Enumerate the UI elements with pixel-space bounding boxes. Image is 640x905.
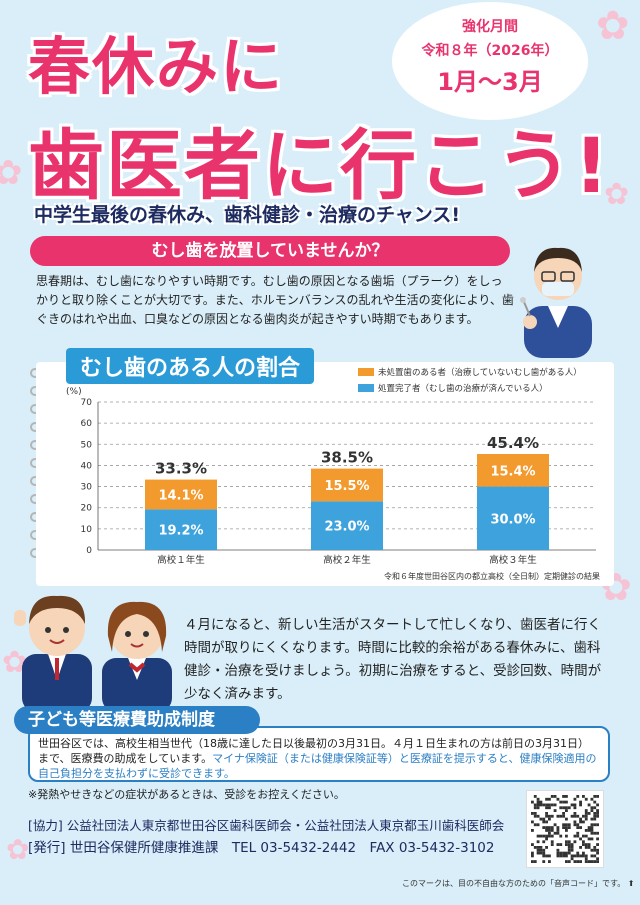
- section1-body: 思春期は、むし歯になりやすい時期です。むし歯の原因となる歯垢（プラーク）をしっか…: [36, 274, 514, 326]
- y-tick-label: 20: [81, 504, 93, 514]
- bar-treated: [477, 486, 549, 550]
- cherry-blossom-icon: ✿: [596, 3, 630, 49]
- y-tick-label: 60: [81, 419, 93, 429]
- y-tick-label: 50: [81, 440, 93, 450]
- period-badge: 強化月間 令和８年（2026年） 1月〜3月: [392, 2, 588, 120]
- students-illustration: [14, 595, 172, 712]
- bar-treated: [145, 509, 217, 550]
- chart-title: むし歯のある人の割合: [66, 348, 315, 384]
- bar-untreated: [477, 454, 549, 487]
- y-tick-label: 0: [86, 546, 92, 556]
- y-axis-label: (%): [66, 387, 82, 397]
- cherry-blossom-icon: ✿: [6, 833, 30, 866]
- bar-total-label: 33.3%: [155, 460, 207, 478]
- bar-value-label: 30.0%: [490, 512, 535, 527]
- section2-body: ４月になると、新しい生活がスタートして忙しくなり、歯医者に行く時間が取りにくくな…: [184, 617, 602, 702]
- legend-label: 処置完了者（むし歯の治療が済んでいる人）: [378, 384, 548, 394]
- bar-value-label: 23.0%: [324, 520, 369, 535]
- bar-chart: (%) 0 10 20 30 40 50 60 70 19.2% 14.1% 33.3% 高校１年生 23…: [66, 387, 596, 566]
- legend-label: 未処置歯のある者（治療していないむし歯がある人）: [378, 368, 582, 378]
- y-tick-label: 30: [81, 483, 93, 493]
- legend-item-treated: 処置完了者（むし歯の治療が済んでいる人）: [358, 382, 582, 394]
- dentist-illustration: [520, 247, 592, 358]
- y-tick-label: 70: [81, 398, 93, 408]
- x-tick-label: 高校１年生: [157, 554, 205, 566]
- period-year: 令和８年（2026年）: [421, 43, 559, 59]
- chart-legend: 未処置歯のある者（治療していないむし歯がある人） 処置完了者（むし歯の治療が済ん…: [358, 366, 582, 398]
- footer-cooperation: [協力] 公益社団法人東京都世田谷区歯科医師会・公益社団法人東京都玉川歯科医師会: [28, 818, 505, 833]
- subsidy-body: 世田谷区では、高校生相当世代（18歳に達した日以後最初の3月31日。４月１日生ま…: [38, 737, 589, 765]
- bar-value-label: 15.5%: [324, 479, 369, 494]
- bar-value-label: 19.2%: [158, 524, 203, 539]
- title-line1: 春休みに: [28, 30, 285, 103]
- legend-swatch: [358, 384, 374, 392]
- x-tick-label: 高校３年生: [489, 554, 537, 566]
- bar-value-label: 15.4%: [490, 464, 535, 479]
- bar-treated: [311, 501, 383, 550]
- legend-item-untreated: 未処置歯のある者（治療していないむし歯がある人）: [358, 366, 582, 378]
- title-line2: 歯医者に行こう!: [28, 121, 611, 210]
- voice-code-note: このマークは、目の不自由な方のための「音声コード」です。 ⬆: [402, 879, 635, 888]
- y-tick-label: 10: [81, 525, 93, 535]
- period-months: 1月〜3月: [437, 68, 543, 96]
- subtitle: 中学生最後の春休み、歯科健診・治療のチャンス!: [34, 204, 461, 226]
- period-label: 強化月間: [462, 19, 518, 35]
- y-tick-label: 40: [81, 461, 93, 471]
- section1-heading: むし歯を放置していませんか？: [30, 236, 510, 266]
- bar-untreated: [311, 468, 383, 502]
- footer-publisher: [発行] 世田谷保健所健康推進課 TEL 03-5432-2442 FAX 03…: [28, 840, 495, 856]
- bar-untreated: [145, 479, 217, 510]
- subsidy-body-highlight: マイナ保険証（または健康保険証等）と医療証を提示すると、健康保険適用の自己負担分…: [38, 752, 597, 780]
- legend-swatch: [358, 368, 374, 376]
- x-tick-label: 高校２年生: [323, 554, 371, 566]
- symptom-note: ※発熱やせきなどの症状があるときは、受診をお控えください。: [28, 788, 345, 801]
- cherry-blossom-icon: ✿: [0, 153, 23, 193]
- subsidy-box: 世田谷区では、高校生相当世代（18歳に達した日以後最初の3月31日。４月１日生ま…: [28, 726, 610, 782]
- bar-value-label: 14.1%: [158, 489, 203, 504]
- voice-code-qr: [526, 790, 604, 868]
- subsidy-heading: 子ども等医療費助成制度: [14, 706, 260, 734]
- chart-note: 令和６年度世田谷区内の都立高校（全日制）定期健診の結果: [384, 572, 600, 581]
- chart-card: (%) 0 10 20 30 40 50 60 70 19.2% 14.1% 33.3% 高校１年生 23…: [36, 348, 614, 586]
- bar-total-label: 45.4%: [487, 434, 539, 452]
- qr-code-icon: [531, 795, 599, 863]
- bar-total-label: 38.5%: [321, 449, 373, 467]
- arrow-up-icon: ⬆: [627, 879, 635, 888]
- cherry-blossom-icon: ✿: [604, 177, 630, 212]
